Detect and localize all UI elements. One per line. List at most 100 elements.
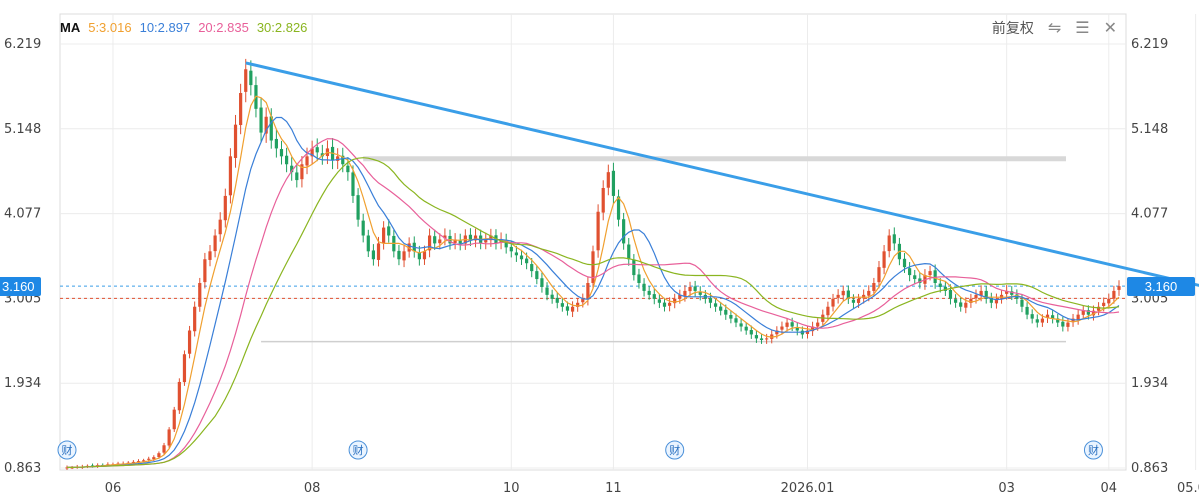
candle-body (846, 290, 850, 299)
candle-body (872, 282, 876, 291)
candle-body (228, 156, 233, 196)
candle-body (984, 290, 988, 299)
candle-body (162, 445, 166, 453)
candle-body (438, 239, 442, 244)
y-tick-label-right: 5.148 (1131, 122, 1168, 137)
plot-frame (59, 13, 1127, 471)
candle-body (167, 429, 171, 446)
candle-body (371, 250, 376, 260)
x-tick-label: 08 (304, 481, 321, 496)
candle-body (336, 156, 340, 161)
candle-body (816, 322, 820, 327)
candle-body (908, 268, 912, 276)
candle-body (810, 326, 815, 332)
adjust-button[interactable]: 前复权 (991, 20, 1034, 36)
candle-body (591, 251, 595, 283)
y-tick-label-left: 4.077 (4, 207, 41, 222)
finance-marker-label: 财 (353, 443, 364, 457)
candle-body (933, 270, 937, 283)
close-icon[interactable]: ✕ (1103, 20, 1117, 37)
candle-body (1025, 306, 1029, 315)
candle-body (892, 234, 896, 244)
candle-body (427, 235, 432, 251)
candle-body (453, 239, 457, 243)
y-tick-label-left: 1.934 (4, 376, 41, 391)
candle-body (366, 235, 370, 252)
candle-body (264, 116, 268, 134)
candle-body (765, 338, 769, 340)
x-tick-label: 05.05 (1177, 481, 1199, 496)
candle-body (719, 306, 723, 311)
candle-body (953, 299, 958, 303)
x-tick-label: 03 (998, 481, 1015, 496)
candle-body (1035, 319, 1039, 323)
ma5-line (67, 95, 1120, 468)
candle-body (249, 70, 253, 86)
candle-body (1107, 298, 1111, 304)
candle-body (994, 298, 999, 304)
candle-body (90, 465, 95, 467)
candle-body (739, 323, 743, 327)
candle-body (458, 240, 462, 244)
candle-body (351, 172, 355, 196)
candle-body (1076, 314, 1080, 320)
candle-body (948, 289, 953, 299)
candle-body (1020, 299, 1024, 307)
candle-body (157, 453, 161, 458)
candle-body (284, 155, 289, 165)
candle-body (223, 195, 227, 221)
candle-body (902, 258, 907, 268)
candle-body (290, 165, 294, 173)
x-tick-label: 10 (503, 481, 520, 496)
candle-body (662, 302, 667, 307)
candle-body (1096, 306, 1101, 311)
candle-body (259, 107, 263, 133)
candle-body (233, 124, 238, 158)
candle-body (525, 258, 529, 264)
candle-body (964, 302, 968, 308)
candle-body (668, 302, 672, 306)
candle-body (484, 239, 488, 243)
candle-body (856, 298, 861, 303)
candle-body (632, 259, 636, 276)
candle-body (611, 170, 616, 196)
candle-body (1005, 290, 1009, 294)
candle-body (1061, 321, 1065, 327)
swap-icon[interactable]: ⇋ (1047, 20, 1062, 37)
candle-body (831, 298, 835, 307)
candle-body (177, 381, 181, 411)
candle-body (1066, 322, 1070, 327)
candle-body (504, 239, 508, 248)
x-tick-label: 2026.01 (781, 481, 835, 496)
candle-body (540, 278, 544, 287)
candle-body (402, 251, 406, 261)
candle-body (1112, 290, 1116, 299)
candle-body (836, 294, 840, 298)
candle-body (274, 138, 278, 149)
settings-icon[interactable]: ☰ (1075, 20, 1090, 37)
ma20-label: 20:2.835 (198, 20, 249, 35)
candle-body (616, 196, 621, 220)
candle-body (622, 219, 626, 244)
candle-body (182, 354, 187, 383)
candle-body (1056, 318, 1060, 323)
candle-body (841, 290, 845, 296)
candle-body (785, 322, 789, 327)
candle-body (443, 235, 447, 239)
candle-body (555, 297, 559, 303)
candle-body (1117, 286, 1121, 290)
candle-body (759, 338, 764, 340)
candle-body (560, 303, 564, 307)
candle-body (693, 286, 697, 291)
candle-body (576, 302, 580, 307)
finance-marker-icon (57, 440, 77, 460)
candle-body (1030, 314, 1034, 319)
candle-body (775, 330, 779, 335)
candle-body (310, 148, 314, 157)
candle-body (734, 318, 738, 323)
candle-body (187, 330, 192, 354)
candle-body (974, 294, 978, 299)
price-tag-right: 3.160 (1127, 277, 1195, 296)
